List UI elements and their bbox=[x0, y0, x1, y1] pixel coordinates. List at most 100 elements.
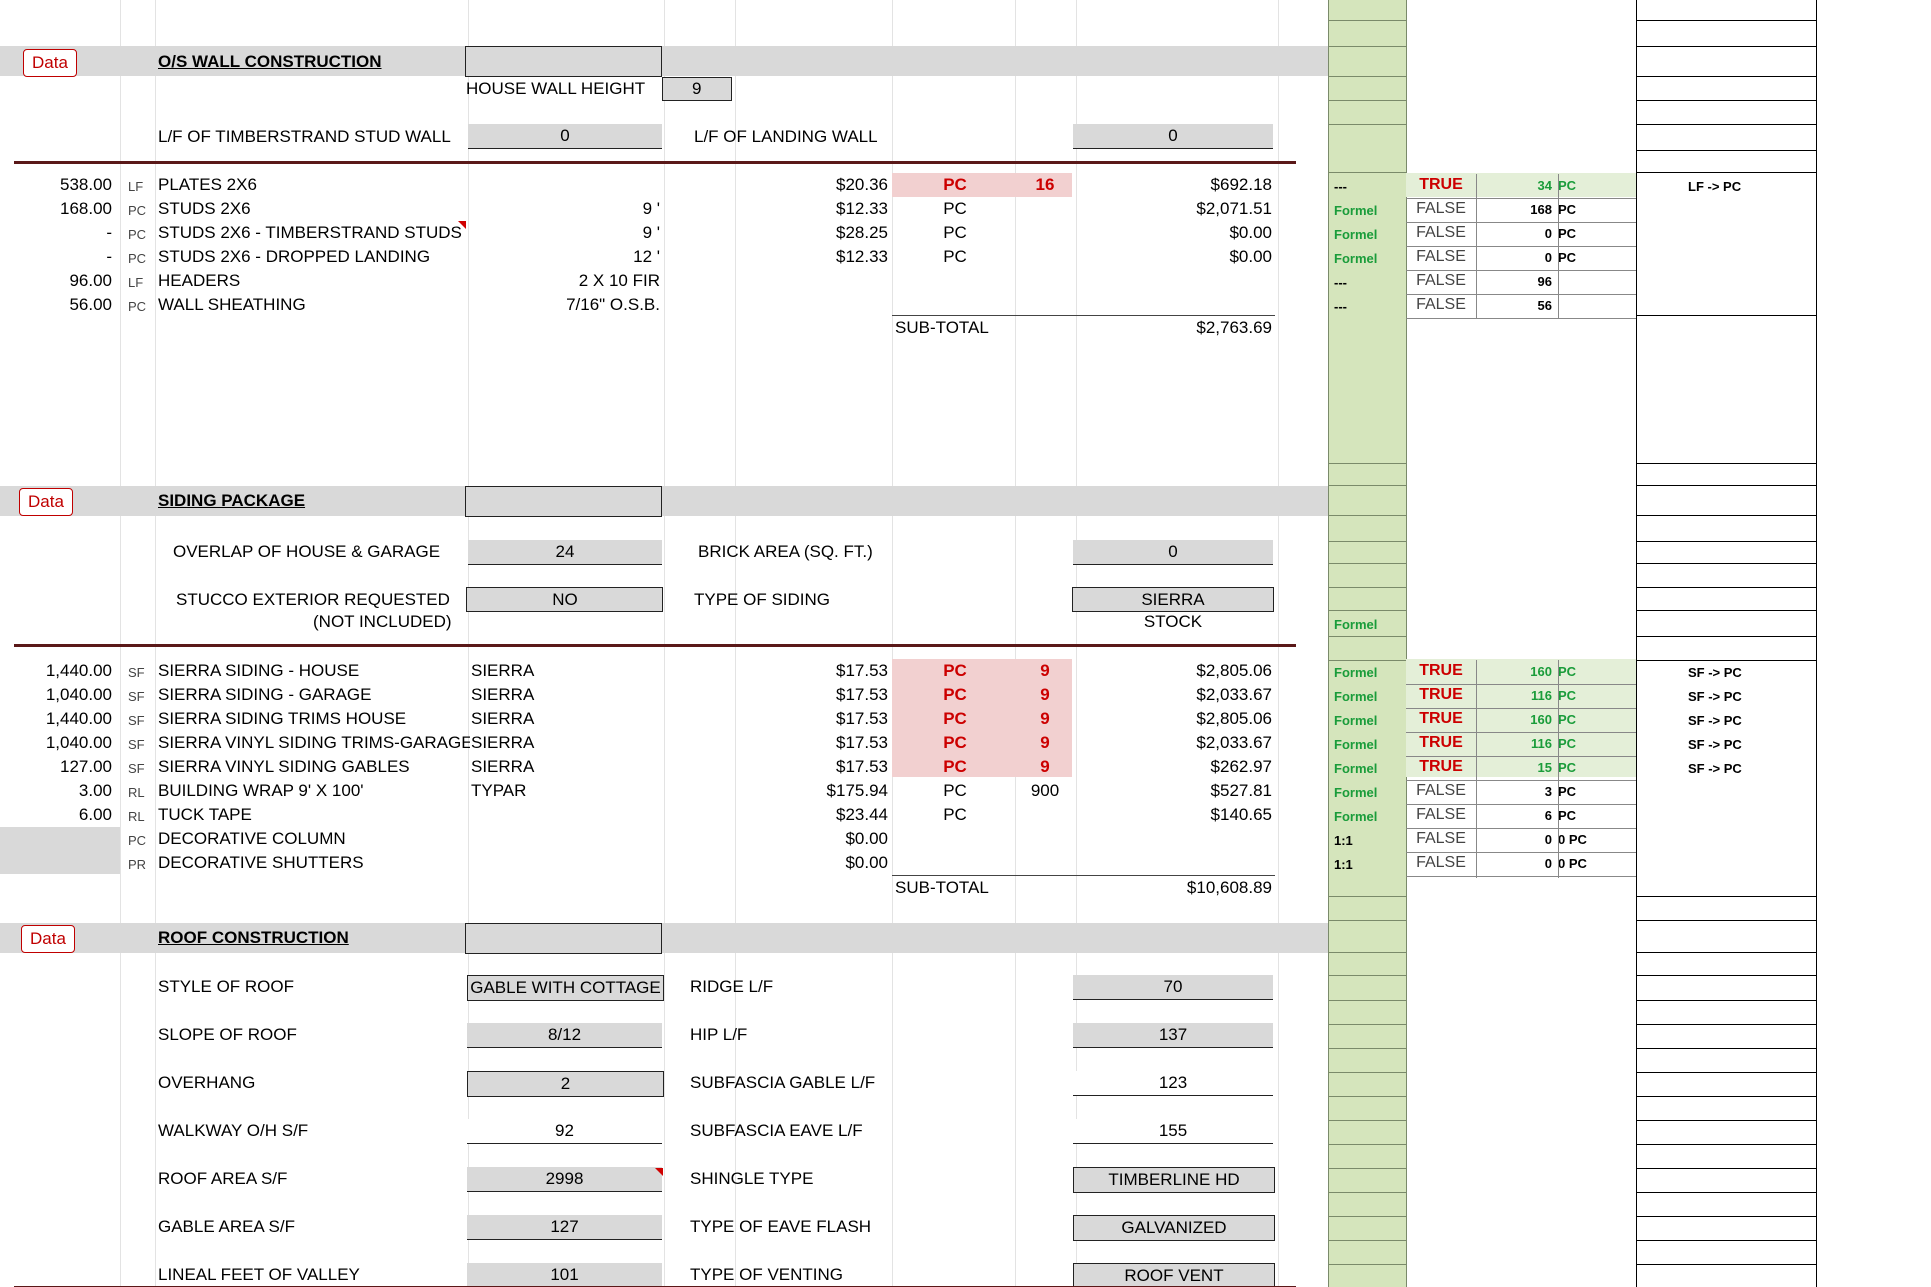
roof-right-input[interactable]: TIMBERLINE HD bbox=[1073, 1167, 1275, 1193]
row-bool: FALSE bbox=[1416, 830, 1466, 847]
row-bool: FALSE bbox=[1416, 200, 1466, 217]
roof-left-input[interactable]: 8/12 bbox=[467, 1023, 662, 1048]
row-count: 160 bbox=[1530, 664, 1552, 679]
row-spec: SIERRA bbox=[471, 733, 535, 752]
row-flag: Formel bbox=[1334, 689, 1378, 704]
row-item: DECORATIVE COLUMN bbox=[158, 829, 346, 848]
overlap-input[interactable]: 24 bbox=[468, 540, 662, 565]
row-item: SIERRA VINYL SIDING TRIMS-GARAGE bbox=[158, 733, 470, 752]
row-qty: 168.00 bbox=[60, 199, 112, 218]
row-qty: 6.00 bbox=[78, 805, 112, 824]
row-item: STUDS 2X6 bbox=[158, 199, 251, 218]
row-price: $23.44 bbox=[836, 805, 888, 824]
stucco-label: STUCCO EXTERIOR REQUESTED bbox=[176, 590, 450, 609]
roof-left-input[interactable]: 92 bbox=[467, 1119, 662, 1144]
roof-left-label: WALKWAY O/H S/F bbox=[158, 1121, 309, 1140]
row-per: PC bbox=[943, 685, 967, 704]
row-flag: Formel bbox=[1334, 737, 1378, 752]
row-unit: PR bbox=[128, 857, 147, 872]
row-bool: FALSE bbox=[1416, 224, 1466, 241]
row-total: $262.97 bbox=[1210, 757, 1272, 776]
roof-left-input[interactable]: 2 bbox=[467, 1071, 664, 1097]
roof-left-input[interactable]: GABLE WITH COTTAGE bbox=[467, 975, 664, 1001]
roof-left-label: LINEAL FEET OF VALLEY bbox=[158, 1265, 360, 1284]
roof-section-title: ROOF CONSTRUCTION bbox=[158, 928, 349, 947]
wall-subtotal-value: $2,763.69 bbox=[1196, 318, 1272, 337]
roof-right-input[interactable]: 70 bbox=[1073, 975, 1273, 1000]
row-bool: FALSE bbox=[1416, 296, 1466, 313]
siding-type-input[interactable]: SIERRA bbox=[1141, 590, 1205, 609]
row-divider bbox=[1406, 246, 1636, 247]
row-unit: PC bbox=[128, 833, 147, 848]
landing-wall-label: L/F OF LANDING WALL bbox=[694, 127, 878, 146]
row-price: $17.53 bbox=[836, 733, 888, 752]
row-count: 56 bbox=[1537, 298, 1552, 313]
roof-right-input[interactable]: ROOF VENT bbox=[1073, 1263, 1275, 1287]
row-unit: LF bbox=[128, 275, 144, 290]
row-bool: TRUE bbox=[1419, 686, 1463, 703]
row-bool: FALSE bbox=[1416, 272, 1466, 289]
stucco-input[interactable]: NO bbox=[552, 590, 578, 609]
roof-left-label: STYLE OF ROOF bbox=[158, 977, 295, 996]
roof-right-label: HIP L/F bbox=[690, 1025, 748, 1044]
row-total: $527.81 bbox=[1210, 781, 1272, 800]
roof-left-input[interactable]: 101 bbox=[467, 1263, 662, 1287]
roof-data-button[interactable]: Data bbox=[21, 925, 75, 953]
comment-indicator-icon[interactable] bbox=[655, 1168, 663, 1176]
row-count: 116 bbox=[1531, 688, 1552, 703]
row-per: PC bbox=[943, 733, 967, 752]
row-divider bbox=[1406, 780, 1636, 781]
landing-wall-input[interactable]: 0 bbox=[1073, 124, 1273, 149]
row-item: PLATES 2X6 bbox=[158, 175, 257, 194]
row-per: PC bbox=[943, 199, 967, 218]
row-per: PC bbox=[943, 175, 967, 194]
roof-left-input[interactable]: 127 bbox=[467, 1215, 662, 1240]
roof-right-input[interactable]: 123 bbox=[1073, 1071, 1273, 1096]
row-bool: FALSE bbox=[1416, 782, 1466, 799]
siding-subtotal-label: SUB-TOTAL bbox=[895, 878, 989, 897]
row-count-unit: PC bbox=[1558, 202, 1577, 217]
row-spec: SIERRA bbox=[471, 709, 535, 728]
roof-right-input[interactable]: 155 bbox=[1073, 1119, 1273, 1144]
stucco-note: (NOT INCLUDED) bbox=[313, 612, 452, 631]
timberstrand-input[interactable]: 0 bbox=[468, 124, 662, 149]
house-wall-height-input[interactable]: 9 bbox=[692, 79, 702, 98]
siding-title-input[interactable] bbox=[465, 486, 662, 517]
roof-left-label: GABLE AREA S/F bbox=[158, 1217, 296, 1236]
row-count-unit: PC bbox=[1558, 784, 1577, 799]
overlap-label: OVERLAP OF HOUSE & GARAGE bbox=[173, 542, 441, 561]
row-divider bbox=[1406, 684, 1636, 685]
row-qty: 1,440.00 bbox=[45, 661, 112, 680]
row-count: 6 bbox=[1544, 808, 1552, 823]
row-total: $2,033.67 bbox=[1196, 685, 1272, 704]
row-item: SIERRA SIDING - GARAGE bbox=[158, 685, 372, 704]
row-item: WALL SHEATHING bbox=[158, 295, 306, 314]
row-total: $2,071.51 bbox=[1196, 199, 1272, 218]
wall-title-input[interactable] bbox=[465, 46, 662, 77]
row-total: $0.00 bbox=[1229, 247, 1272, 266]
row-divider bbox=[1406, 876, 1636, 877]
row-divider bbox=[1406, 198, 1636, 199]
roof-left-input[interactable]: 2998 bbox=[467, 1167, 662, 1192]
row-price: $17.53 bbox=[836, 685, 888, 704]
brick-area-input[interactable]: 0 bbox=[1073, 540, 1273, 565]
siding-data-button[interactable]: Data bbox=[19, 488, 73, 516]
row-pcs: 16 bbox=[1035, 175, 1055, 194]
row-price: $17.53 bbox=[836, 661, 888, 680]
row-pcs: 9 bbox=[1040, 757, 1050, 776]
row-qty: 1,440.00 bbox=[45, 709, 112, 728]
row-flag: Formel bbox=[1334, 203, 1378, 218]
comment-indicator-icon[interactable] bbox=[458, 221, 466, 229]
row-count-unit: PC bbox=[1558, 808, 1577, 823]
roof-right-input[interactable]: 137 bbox=[1073, 1023, 1273, 1048]
row-spec: 9 ' bbox=[642, 199, 660, 218]
row-price: $175.94 bbox=[826, 781, 888, 800]
roof-right-label: SUBFASCIA GABLE L/F bbox=[690, 1073, 876, 1092]
row-bool: FALSE bbox=[1416, 854, 1466, 871]
row-count-unit: PC bbox=[1558, 712, 1577, 727]
roof-title-input[interactable] bbox=[465, 923, 662, 954]
row-per: PC bbox=[943, 757, 967, 776]
wall-data-button[interactable]: Data bbox=[23, 49, 77, 77]
row-spec: 7/16" O.S.B. bbox=[566, 295, 660, 314]
roof-right-input[interactable]: GALVANIZED bbox=[1073, 1215, 1275, 1241]
